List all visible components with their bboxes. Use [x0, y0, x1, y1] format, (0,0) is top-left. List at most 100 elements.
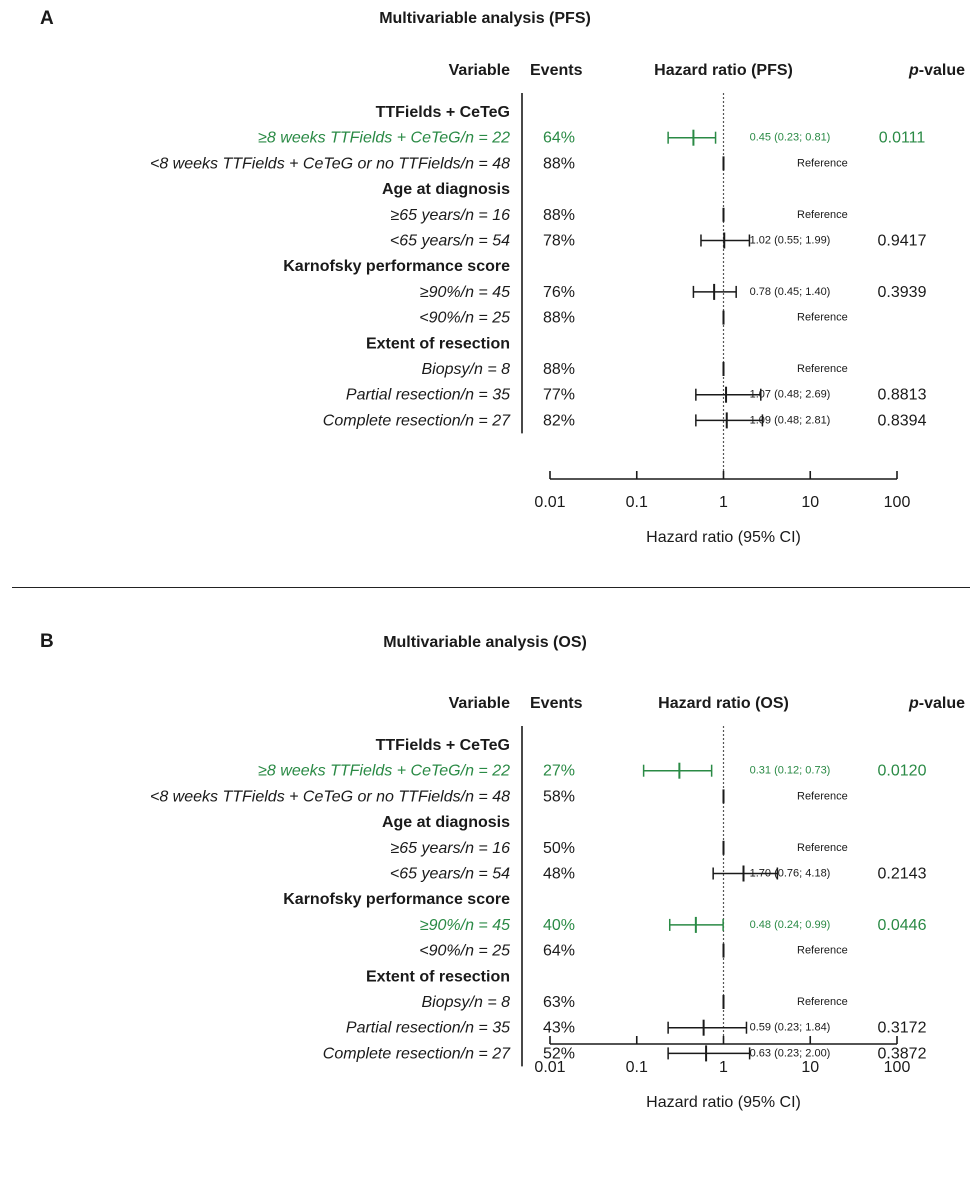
ci-text: 1.70 (0.76; 4.18): [750, 868, 831, 880]
x-tick-label: 0.01: [534, 1059, 565, 1076]
events-value: 50%: [543, 840, 575, 857]
events-value: 27%: [543, 763, 575, 780]
group-label: TTFields + CeTeG: [376, 104, 510, 121]
ci-text: 1.09 (0.48; 2.81): [750, 414, 831, 426]
header-events: Events: [530, 62, 583, 79]
ci-text: 0.45 (0.23; 0.81): [750, 132, 831, 144]
events-value: 76%: [543, 284, 575, 301]
group-label: Age at diagnosis: [382, 181, 510, 198]
events-value: 52%: [543, 1045, 575, 1062]
row-label: Biopsy/n = 8: [422, 994, 511, 1011]
header-hazard-ratio: Hazard ratio (OS): [658, 695, 789, 712]
p-value: 0.2143: [878, 866, 927, 883]
events-value: 88%: [543, 361, 575, 378]
p-value: 0.3872: [878, 1045, 927, 1062]
row-label: <8 weeks TTFields + CeTeG or no TTFields…: [150, 788, 510, 805]
ci-text: Reference: [797, 363, 848, 375]
ci-text: 0.31 (0.12; 0.73): [750, 765, 831, 777]
p-value: 0.9417: [878, 233, 927, 250]
panel-a: A Multivariable analysis (PFS) Variable E…: [0, 0, 970, 587]
events-value: 58%: [543, 788, 575, 805]
events-value: 88%: [543, 310, 575, 327]
p-value: 0.0446: [878, 917, 927, 934]
p-value: 0.0111: [879, 130, 926, 147]
events-value: 64%: [543, 130, 575, 147]
header-variable: Variable: [449, 695, 510, 712]
forest-plot-pfs: Variable Events Hazard ratio (PFS) p-value T…: [150, 62, 965, 546]
events-value: 88%: [543, 155, 575, 172]
row-label: ≥8 weeks TTFields + CeTeG/n = 22: [258, 763, 510, 780]
row-label: ≥65 years/n = 16: [390, 840, 510, 857]
ci-text: Reference: [797, 945, 848, 957]
row-label: ≥90%/n = 45: [420, 284, 510, 301]
row-label: Partial resection/n = 35: [346, 1020, 510, 1037]
p-value: 0.0120: [878, 763, 927, 780]
x-tick-label: 0.1: [626, 494, 648, 511]
ci-text: 0.78 (0.45; 1.40): [750, 286, 831, 298]
p-value: 0.3939: [878, 284, 927, 301]
x-tick-label: 10: [801, 494, 819, 511]
panel-title: Multivariable analysis (OS): [383, 634, 587, 651]
ci-text: Reference: [797, 842, 848, 854]
panel-divider: [12, 587, 970, 588]
ci-text: Reference: [797, 312, 848, 324]
x-tick-label: 1: [719, 494, 728, 511]
forest-plot-os: Variable Events Hazard ratio (OS) p-value TT…: [150, 695, 965, 1111]
x-tick-label: 0.01: [534, 494, 565, 511]
ci-text: Reference: [797, 209, 848, 221]
row-label: <90%/n = 25: [419, 310, 510, 327]
group-label: TTFields + CeTeG: [376, 737, 510, 754]
group-label: Karnofsky performance score: [283, 258, 510, 275]
ci-text: 1.07 (0.48; 2.69): [750, 389, 831, 401]
x-tick-label: 10: [801, 1059, 819, 1076]
panel-letter: B: [40, 631, 54, 652]
p-value: 0.8813: [878, 387, 927, 404]
header-hazard-ratio: Hazard ratio (PFS): [654, 62, 793, 79]
header-p-value: p-value: [908, 62, 965, 79]
row-label: Complete resection/n = 27: [323, 412, 511, 429]
row-label: ≥90%/n = 45: [420, 917, 510, 934]
x-axis-label: Hazard ratio (95% CI): [646, 529, 801, 546]
row-label: ≥65 years/n = 16: [390, 207, 510, 224]
ci-text: Reference: [797, 996, 848, 1008]
events-value: 82%: [543, 412, 575, 429]
row-label: Partial resection/n = 35: [346, 387, 510, 404]
panel-b: B Multivariable analysis (OS) Variable Ev…: [0, 600, 970, 1178]
events-value: 88%: [543, 207, 575, 224]
ci-text: Reference: [797, 790, 848, 802]
header-events: Events: [530, 695, 583, 712]
panel-letter: A: [40, 8, 54, 29]
row-label: ≥8 weeks TTFields + CeTeG/n = 22: [258, 130, 510, 147]
row-label: <65 years/n = 54: [390, 866, 510, 883]
events-value: 63%: [543, 994, 575, 1011]
group-label: Extent of resection: [366, 335, 510, 352]
row-label: <90%/n = 25: [419, 943, 510, 960]
events-value: 77%: [543, 387, 575, 404]
x-tick-label: 100: [884, 1059, 911, 1076]
events-value: 48%: [543, 866, 575, 883]
x-tick-label: 100: [884, 494, 911, 511]
ci-text: Reference: [797, 157, 848, 169]
group-label: Age at diagnosis: [382, 814, 510, 831]
events-value: 43%: [543, 1020, 575, 1037]
row-label: Biopsy/n = 8: [422, 361, 511, 378]
p-value: 0.8394: [878, 412, 927, 429]
row-label: <8 weeks TTFields + CeTeG or no TTFields…: [150, 155, 510, 172]
x-tick-label: 1: [719, 1059, 728, 1076]
ci-text: 1.02 (0.55; 1.99): [750, 235, 831, 247]
header-variable: Variable: [449, 62, 510, 79]
panel-title: Multivariable analysis (PFS): [379, 10, 591, 27]
events-value: 78%: [543, 233, 575, 250]
p-value: 0.3172: [878, 1020, 927, 1037]
header-p-value: p-value: [908, 695, 965, 712]
group-label: Karnofsky performance score: [283, 891, 510, 908]
group-label: Extent of resection: [366, 968, 510, 985]
events-value: 40%: [543, 917, 575, 934]
row-label: Complete resection/n = 27: [323, 1045, 511, 1062]
ci-text: 0.59 (0.23; 1.84): [750, 1022, 831, 1034]
x-axis-label: Hazard ratio (95% CI): [646, 1094, 801, 1111]
row-label: <65 years/n = 54: [390, 233, 510, 250]
ci-text: 0.63 (0.23; 2.00): [750, 1047, 831, 1059]
x-tick-label: 0.1: [626, 1059, 648, 1076]
ci-text: 0.48 (0.24; 0.99): [750, 919, 831, 931]
